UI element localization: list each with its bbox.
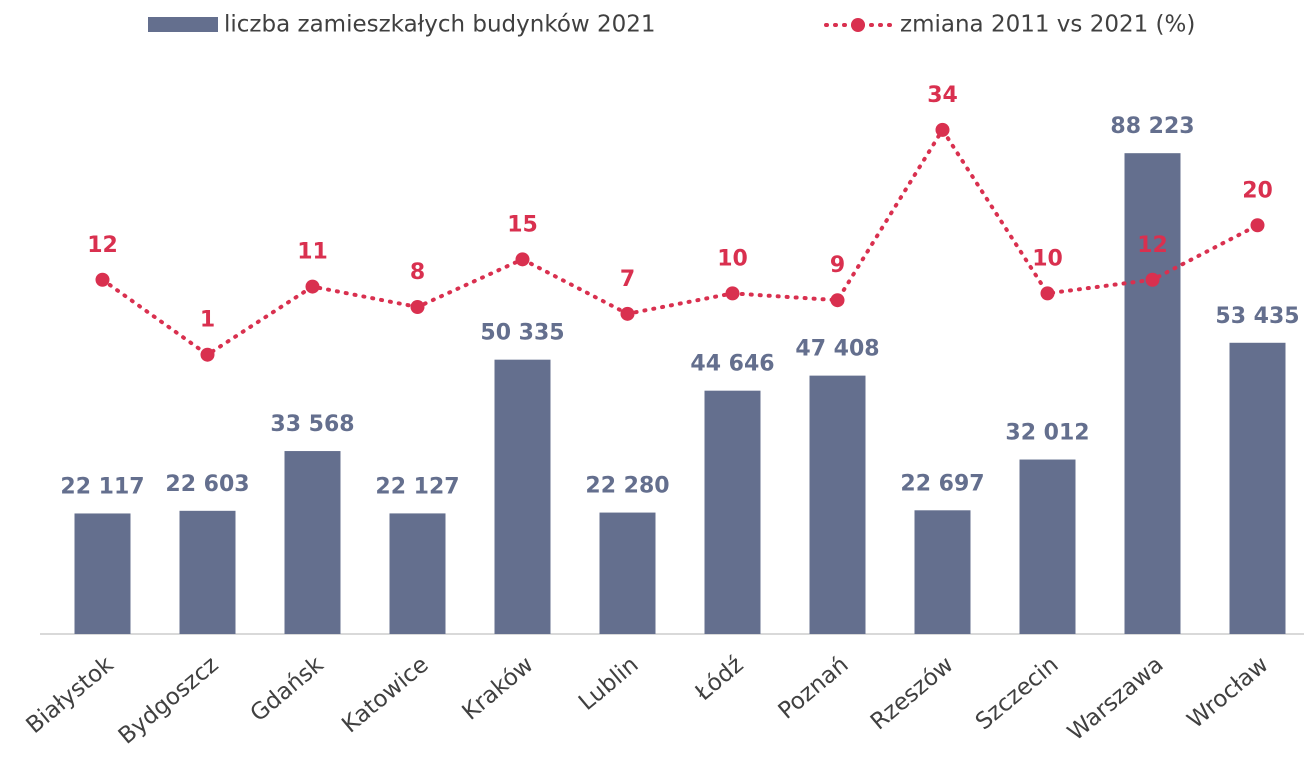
line-value-label: 10 [717, 246, 748, 271]
bar [284, 451, 341, 634]
line-marker [515, 252, 530, 267]
bar-value-label: 22 280 [585, 474, 669, 499]
bar [179, 510, 236, 634]
bar [809, 375, 866, 634]
x-tick-label: Szczecin [971, 652, 1064, 736]
bar-value-label: 22 117 [60, 474, 144, 499]
x-tick-label: Łódź [690, 652, 749, 707]
bar-value-label: 33 568 [270, 412, 354, 437]
legend-label: liczba zamieszkałych budynków 2021 [224, 12, 656, 38]
x-tick-label: Poznań [774, 652, 854, 725]
x-tick-label: Gdańsk [246, 651, 329, 727]
bar-value-label: 44 646 [690, 352, 774, 377]
bar [914, 510, 971, 634]
x-tick-label: Rzeszów [866, 652, 959, 736]
line-marker [830, 293, 845, 308]
line-marker [95, 272, 110, 287]
line-marker [1040, 286, 1055, 301]
legend-marker [851, 18, 865, 32]
line-value-label: 1 [200, 308, 215, 333]
bar [1124, 153, 1181, 635]
bar-value-label: 50 335 [480, 321, 564, 346]
bar [494, 359, 551, 634]
line-value-label: 9 [830, 253, 845, 278]
line-value-label: 15 [507, 212, 538, 237]
line-value-label: 7 [620, 267, 635, 292]
bar-value-label: 22 603 [165, 472, 249, 497]
bar-value-label: 22 127 [375, 474, 459, 499]
legend-swatch [148, 17, 218, 32]
bar [1229, 342, 1286, 634]
bar-value-label: 22 697 [900, 471, 984, 496]
line-value-label: 10 [1032, 246, 1063, 271]
x-tick-label: Katowice [337, 652, 433, 739]
line-marker [725, 286, 740, 301]
bar-value-label: 53 435 [1215, 304, 1299, 329]
line-value-label: 34 [927, 83, 958, 108]
line-value-label: 8 [410, 260, 425, 285]
bar [1019, 459, 1076, 634]
line-value-label: 12 [87, 233, 118, 258]
bar-value-label: 47 408 [795, 337, 879, 362]
line-value-label: 20 [1242, 178, 1273, 203]
bar [599, 512, 656, 634]
line-marker [305, 279, 320, 294]
line [100, 126, 1260, 358]
bar [704, 390, 761, 634]
x-tick-label: Warszawa [1063, 652, 1168, 746]
bar [389, 513, 446, 634]
line-marker [1145, 272, 1160, 287]
x-tick-label: Lublin [574, 652, 644, 716]
bar-value-label: 88 223 [1110, 114, 1194, 139]
line-value-label: 12 [1137, 233, 1168, 258]
line-marker [620, 306, 635, 321]
x-tick-label: Białystok [22, 651, 120, 739]
line-marker [200, 347, 215, 362]
x-tick-label: Bydgoszcz [114, 652, 224, 750]
bar [74, 513, 131, 634]
legend-label: zmiana 2011 vs 2021 (%) [900, 12, 1195, 38]
line-marker [410, 300, 425, 314]
x-tick-label: Kraków [457, 652, 538, 726]
line-marker [935, 122, 950, 137]
line-marker [1250, 218, 1265, 233]
bar-value-label: 32 012 [1005, 421, 1089, 446]
line-value-label: 11 [297, 240, 328, 265]
x-tick-label: Wrocław [1183, 652, 1274, 734]
